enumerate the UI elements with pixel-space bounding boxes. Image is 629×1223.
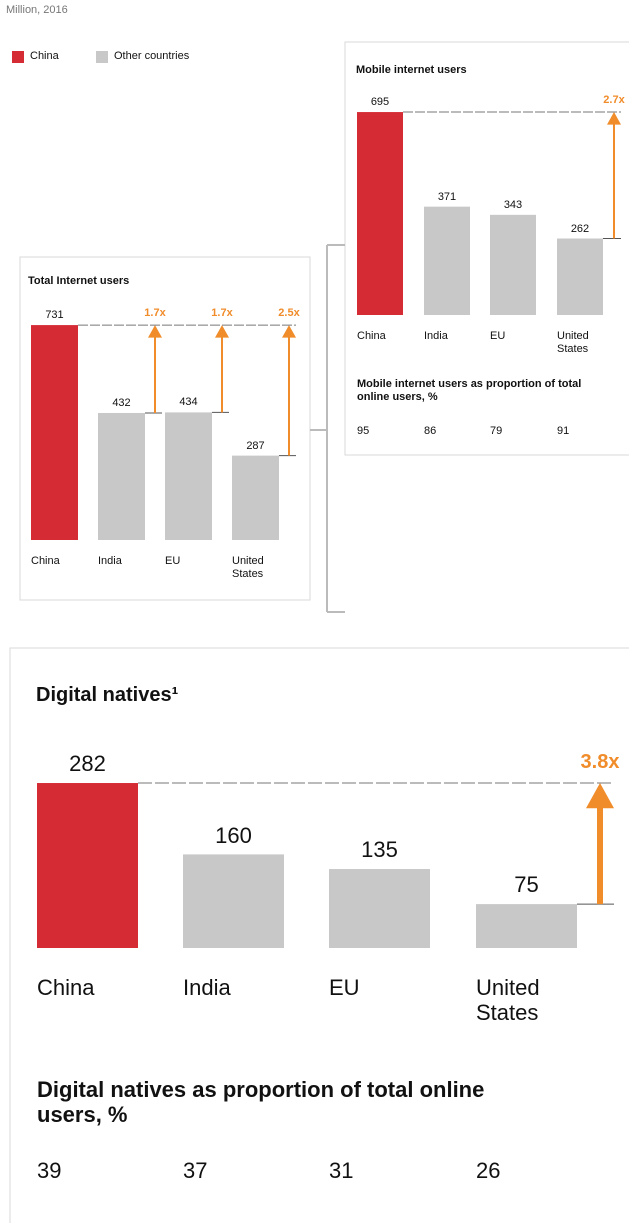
value-label: 262 (570, 222, 590, 235)
arrow-head (215, 325, 229, 338)
value-label: 371 (437, 190, 457, 203)
proportion-value: 91 (557, 425, 570, 437)
arrow-head (282, 325, 296, 338)
multiplier-label: 3.8x (580, 751, 620, 774)
category-label: United States (232, 555, 264, 580)
value-label: 160 (215, 822, 252, 848)
value-label: 432 (112, 397, 131, 410)
multiplier-label: 1.7x (211, 307, 233, 320)
arrow-head (586, 783, 614, 809)
category-label: China (31, 555, 60, 567)
legend-label: China (30, 50, 59, 62)
category-label: India (98, 555, 122, 567)
chart-title: Digital natives¹ (36, 684, 179, 706)
bar (31, 325, 78, 540)
category-label: China (357, 330, 386, 342)
bar (37, 783, 138, 948)
proportion-title: Digital natives as proportion of total o… (37, 1077, 485, 1128)
value-label: 282 (69, 751, 106, 777)
proportion-value: 95 (357, 425, 370, 437)
chart-title: Mobile internet users (356, 64, 467, 76)
category-label: United States (476, 975, 540, 1026)
category-label: China (37, 975, 95, 1000)
bar (329, 869, 430, 948)
subtitle: Million, 2016 (6, 4, 68, 16)
bar (165, 412, 212, 540)
value-label: 343 (503, 198, 523, 211)
chart-title: Total Internet users (28, 275, 130, 287)
bar (98, 412, 145, 540)
category-label: India (183, 975, 231, 1000)
category-label: EU (165, 555, 181, 567)
value-label: 434 (179, 396, 198, 409)
legend-label: Other countries (114, 50, 190, 62)
multiplier-label: 2.5x (278, 307, 300, 320)
proportion-value: 39 (37, 1158, 62, 1183)
arrow-head (148, 325, 162, 338)
multiplier-label: 1.7x (144, 307, 166, 320)
proportion-value: 86 (424, 425, 437, 437)
legend-swatch (96, 51, 108, 63)
category-label: EU (329, 975, 360, 1000)
category-label: United States (557, 330, 589, 355)
bar (232, 455, 279, 540)
bar (424, 206, 470, 315)
legend-swatch (12, 51, 24, 63)
connector (310, 244, 345, 613)
bar (183, 854, 284, 948)
proportion-value: 31 (329, 1158, 354, 1183)
bar (476, 904, 577, 948)
value-label: 695 (370, 96, 390, 109)
value-label: 731 (45, 309, 64, 322)
category-label: EU (490, 330, 506, 342)
proportion-value: 37 (183, 1158, 208, 1183)
value-label: 75 (514, 872, 539, 898)
proportion-title: Mobile internet users as proportion of t… (357, 378, 582, 403)
bar (357, 112, 403, 315)
bar (490, 214, 536, 315)
proportion-value: 26 (476, 1158, 501, 1183)
proportion-value: 79 (490, 425, 503, 437)
value-label: 287 (246, 439, 265, 452)
value-label: 135 (361, 837, 398, 863)
bar (557, 238, 603, 315)
arrow-head (607, 112, 621, 125)
multiplier-label: 2.7x (603, 94, 625, 107)
category-label: India (424, 330, 448, 342)
